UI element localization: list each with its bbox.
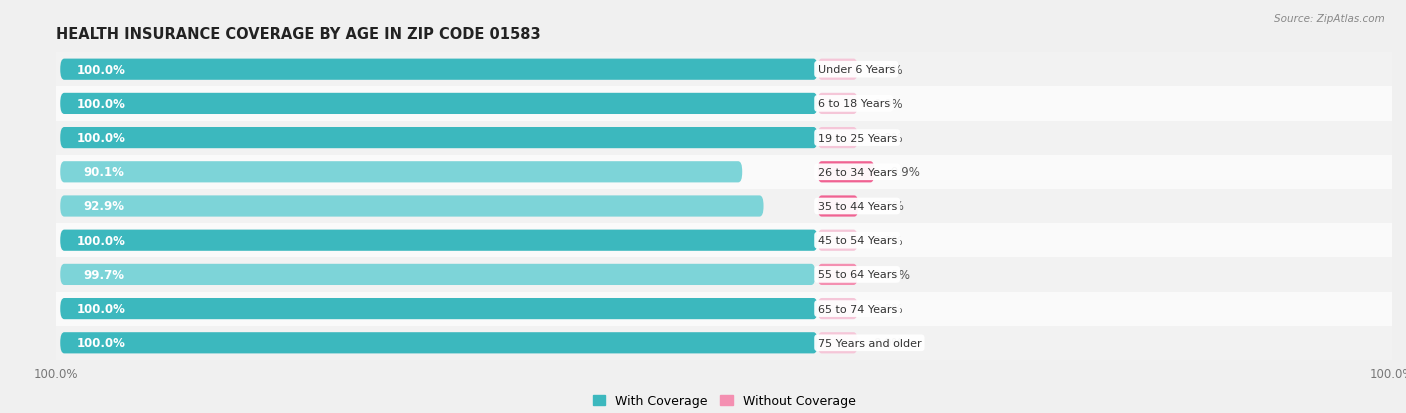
FancyBboxPatch shape: [60, 230, 818, 251]
FancyBboxPatch shape: [818, 298, 858, 319]
Text: 19 to 25 Years: 19 to 25 Years: [818, 133, 897, 143]
Text: 0.0%: 0.0%: [873, 64, 903, 76]
Text: HEALTH INSURANCE COVERAGE BY AGE IN ZIP CODE 01583: HEALTH INSURANCE COVERAGE BY AGE IN ZIP …: [56, 26, 541, 41]
Text: 55 to 64 Years: 55 to 64 Years: [818, 270, 897, 280]
Text: 65 to 74 Years: 65 to 74 Years: [818, 304, 897, 314]
Text: 35 to 44 Years: 35 to 44 Years: [818, 202, 897, 211]
Text: 75 Years and older: 75 Years and older: [818, 338, 921, 348]
Text: 7.1%: 7.1%: [875, 200, 904, 213]
Text: 90.1%: 90.1%: [83, 166, 124, 179]
Text: 0.0%: 0.0%: [873, 302, 903, 316]
Bar: [56, 53, 1392, 87]
Bar: [56, 87, 1392, 121]
Bar: [56, 258, 1392, 292]
Bar: [56, 155, 1392, 190]
FancyBboxPatch shape: [60, 196, 763, 217]
FancyBboxPatch shape: [818, 162, 875, 183]
FancyBboxPatch shape: [818, 59, 858, 81]
Text: 26 to 34 Years: 26 to 34 Years: [818, 167, 897, 177]
Text: Source: ZipAtlas.com: Source: ZipAtlas.com: [1274, 14, 1385, 24]
Text: 100.0%: 100.0%: [76, 97, 125, 111]
FancyBboxPatch shape: [818, 230, 858, 251]
Bar: [56, 292, 1392, 326]
Text: 0.35%: 0.35%: [873, 268, 911, 281]
Bar: [56, 223, 1392, 258]
Text: 100.0%: 100.0%: [76, 234, 125, 247]
Text: 100.0%: 100.0%: [76, 302, 125, 316]
Text: 100.0%: 100.0%: [76, 64, 125, 76]
Text: 0.0%: 0.0%: [873, 97, 903, 111]
FancyBboxPatch shape: [60, 94, 818, 115]
Bar: [56, 326, 1392, 360]
FancyBboxPatch shape: [60, 128, 818, 149]
Text: 99.7%: 99.7%: [83, 268, 124, 281]
Text: 100.0%: 100.0%: [76, 132, 125, 145]
FancyBboxPatch shape: [818, 332, 858, 354]
FancyBboxPatch shape: [818, 94, 858, 115]
FancyBboxPatch shape: [818, 128, 858, 149]
Text: 100.0%: 100.0%: [76, 337, 125, 349]
Legend: With Coverage, Without Coverage: With Coverage, Without Coverage: [593, 394, 855, 408]
Text: 0.0%: 0.0%: [873, 337, 903, 349]
FancyBboxPatch shape: [60, 59, 818, 81]
FancyBboxPatch shape: [60, 162, 742, 183]
Text: 92.9%: 92.9%: [83, 200, 124, 213]
FancyBboxPatch shape: [818, 264, 858, 285]
Text: 0.0%: 0.0%: [873, 234, 903, 247]
Text: 45 to 54 Years: 45 to 54 Years: [818, 236, 897, 246]
Text: 0.0%: 0.0%: [873, 132, 903, 145]
Text: 9.9%: 9.9%: [890, 166, 921, 179]
Bar: [56, 121, 1392, 155]
FancyBboxPatch shape: [60, 298, 818, 319]
FancyBboxPatch shape: [818, 196, 859, 217]
Text: Under 6 Years: Under 6 Years: [818, 65, 894, 75]
FancyBboxPatch shape: [60, 264, 815, 285]
Text: 6 to 18 Years: 6 to 18 Years: [818, 99, 890, 109]
Bar: [56, 190, 1392, 223]
FancyBboxPatch shape: [60, 332, 818, 354]
